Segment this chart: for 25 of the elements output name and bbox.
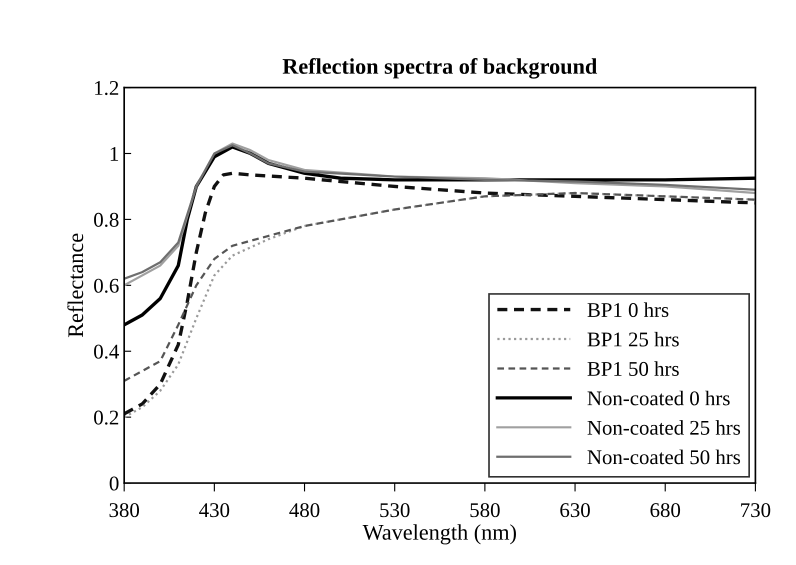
legend-label: BP1 50 hrs [588,361,679,376]
x-tick-label: 680 [650,503,680,518]
legend-label: Non-coated 0 hrs [588,390,730,406]
y-tick-label: 0.4 [94,344,119,359]
x-tick-label: 630 [560,503,590,518]
line-series [124,192,756,382]
x-axis-title: Wavelength (nm) [362,524,516,544]
legend-label: Non-coated 25 hrs [588,420,740,435]
x-tick-label: 530 [380,503,410,518]
legend-label: BP1 25 hrs [588,332,679,347]
y-axis-title: Reflectance [67,234,84,338]
y-tick-label: 0.6 [94,278,119,293]
y-tick-label: 0.8 [94,212,119,227]
legend-label: Non-coated 50 hrs [588,450,740,464]
legend-label: BP1 0 hrs [588,302,668,318]
y-tick-label: 1 [110,146,118,161]
y-tick-label: 0.2 [94,410,118,425]
x-tick-label: 480 [289,503,320,518]
x-tick-label: 730 [741,503,770,518]
y-tick-label: 1.2 [95,81,118,96]
x-tick-label: 430 [199,503,230,518]
x-tick-label: 380 [110,503,140,518]
y-tick-label: 0 [110,476,119,491]
x-tick-label: 580 [470,503,500,518]
chart-title: Reflection spectra of background [282,58,598,79]
